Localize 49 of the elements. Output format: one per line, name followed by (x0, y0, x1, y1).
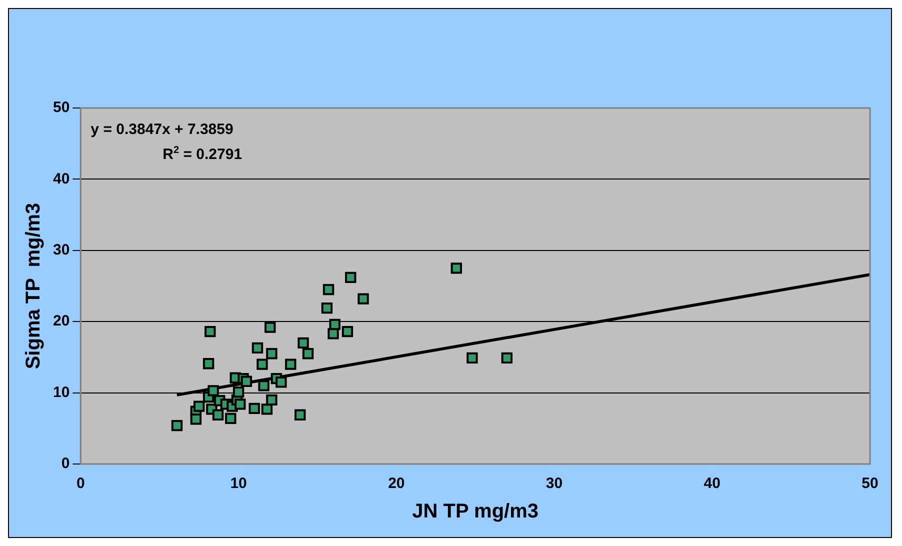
point (234, 398, 246, 410)
point (248, 402, 260, 414)
point (266, 394, 278, 406)
point (204, 326, 216, 338)
point (345, 272, 356, 284)
annotation: y = 0.3847x + 7.3859 (90, 121, 234, 138)
point (321, 302, 333, 314)
point (342, 326, 354, 338)
point (298, 337, 309, 349)
point (208, 385, 219, 396)
point (450, 262, 462, 274)
x-tick-label: 30 (546, 475, 563, 492)
point (212, 409, 224, 420)
point (328, 328, 339, 340)
point (171, 420, 183, 432)
x-tick-label: 0 (76, 475, 85, 492)
point (264, 322, 276, 333)
point (266, 348, 278, 360)
point (258, 380, 270, 392)
y-tick-label: 40 (52, 170, 70, 188)
point (302, 348, 314, 360)
y-axis-title: Sigma TP mg/m3 (22, 202, 45, 370)
point (261, 404, 273, 415)
x-tick-label: 50 (862, 475, 878, 492)
point (193, 400, 205, 412)
point (358, 293, 369, 304)
point (329, 318, 340, 330)
x-tick-label: 40 (704, 475, 720, 492)
point (190, 414, 202, 425)
point (276, 376, 287, 388)
x-tick-label: 20 (388, 475, 405, 492)
point (294, 409, 306, 420)
y-tick-label: 20 (52, 312, 70, 330)
y-tick-label: 30 (52, 242, 70, 259)
x-tick-label: 10 (230, 475, 247, 492)
point (202, 358, 214, 370)
point (466, 352, 478, 364)
point (252, 342, 264, 354)
point (232, 386, 244, 398)
y-tick-label: 0 (61, 455, 70, 472)
point (322, 284, 334, 296)
y-tick-label: 10 (52, 384, 70, 401)
point (256, 358, 268, 370)
point (501, 352, 513, 364)
point (225, 412, 236, 424)
y-tick-label: 50 (52, 99, 70, 116)
point (285, 358, 296, 370)
point (240, 376, 252, 388)
x-axis-title: JN TP mg/m3 (412, 500, 539, 523)
